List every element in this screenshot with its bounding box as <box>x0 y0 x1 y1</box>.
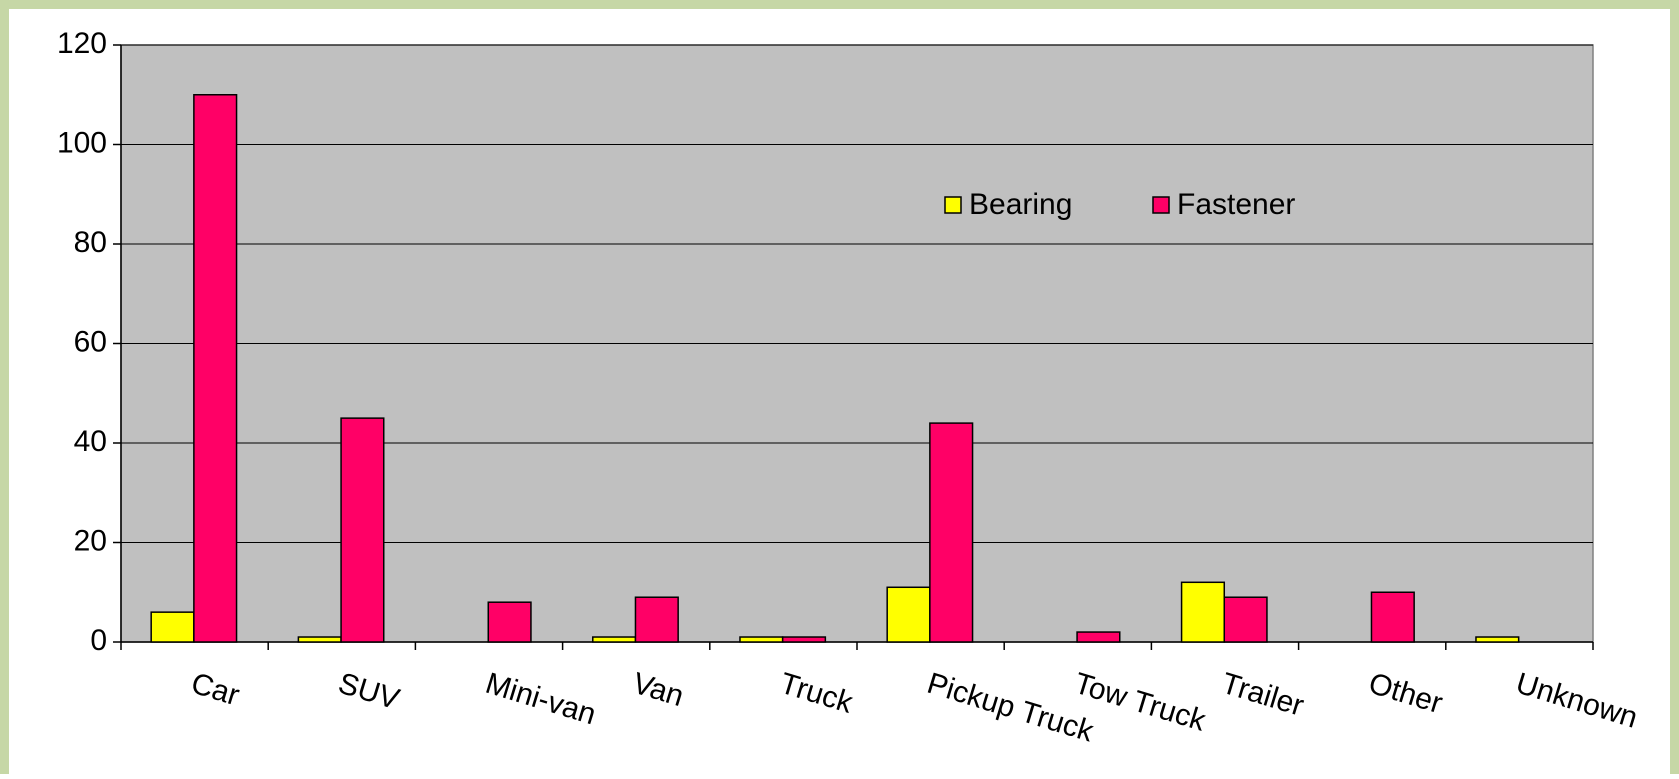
legend-swatch <box>1152 196 1170 214</box>
y-tick-label: 80 <box>74 226 107 259</box>
bar <box>1223 596 1268 643</box>
y-tick-label: 100 <box>57 126 107 159</box>
bar <box>1076 631 1121 643</box>
bar <box>150 611 195 643</box>
bar <box>592 636 637 643</box>
legend-label: Fastener <box>1177 188 1295 221</box>
bar <box>297 636 342 643</box>
bar <box>929 422 974 643</box>
y-tick-label: 20 <box>74 524 107 557</box>
bar <box>340 417 385 643</box>
y-tick-label: 120 <box>57 27 107 60</box>
bar <box>193 94 238 643</box>
bar <box>739 636 784 643</box>
bar <box>634 596 679 643</box>
legend-swatch <box>944 196 962 214</box>
y-tick-label: 0 <box>90 624 107 657</box>
y-tick-label: 60 <box>74 325 107 358</box>
bar <box>886 586 931 643</box>
bar <box>1370 591 1415 643</box>
bar <box>1180 581 1226 643</box>
legend-label: Bearing <box>969 188 1072 221</box>
y-tick-label: 40 <box>74 425 107 458</box>
bar <box>487 601 532 643</box>
bar <box>1475 636 1520 643</box>
bar <box>781 636 827 643</box>
